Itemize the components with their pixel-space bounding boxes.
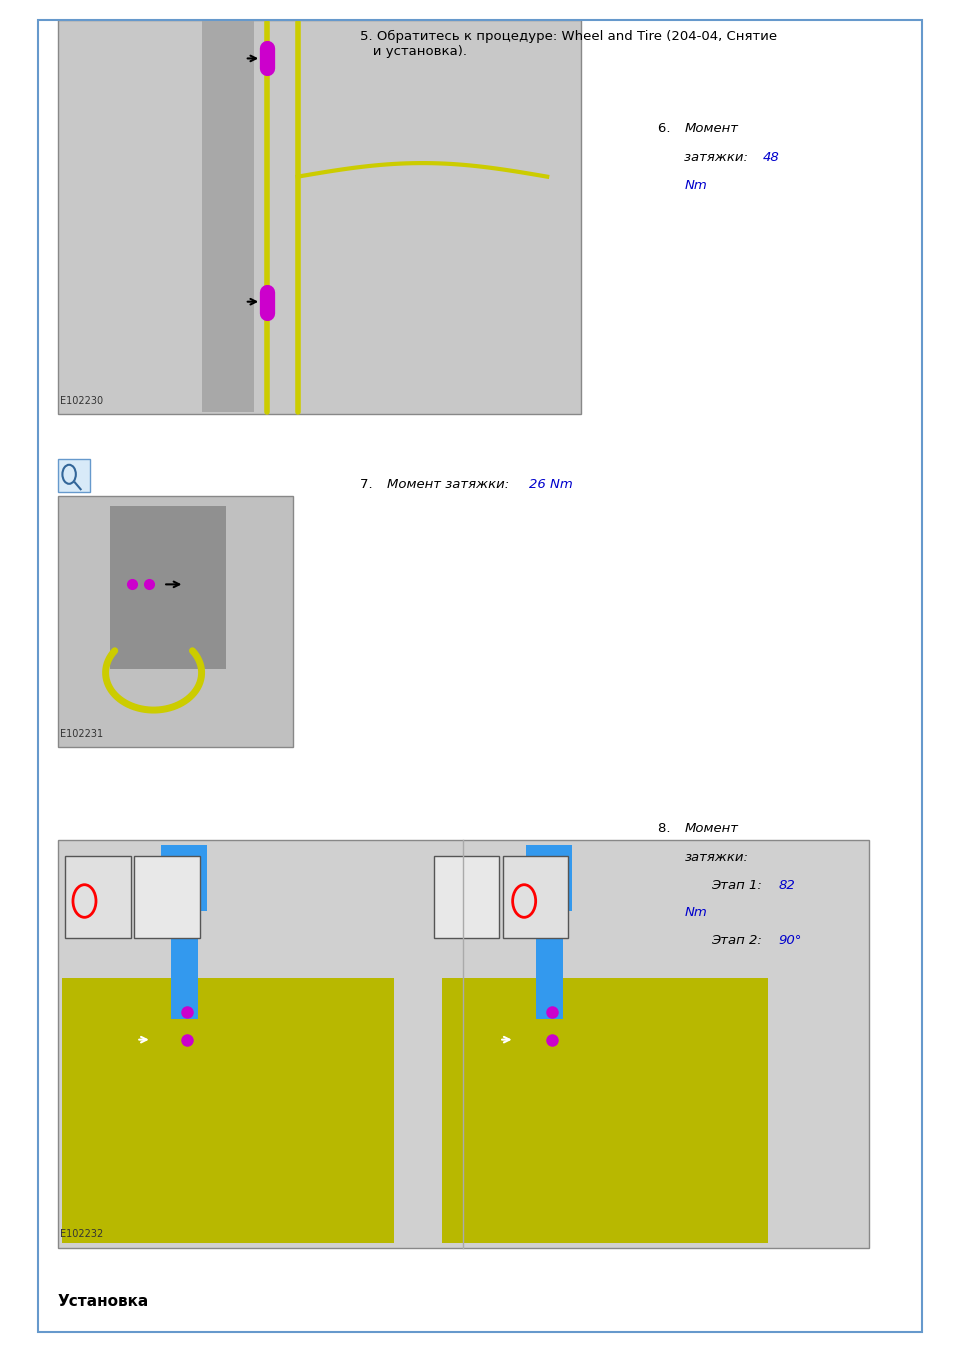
Text: Момент: Момент <box>684 122 738 136</box>
FancyBboxPatch shape <box>58 459 90 492</box>
FancyBboxPatch shape <box>503 856 568 938</box>
Text: 26 Nm: 26 Nm <box>529 478 573 492</box>
Text: Nm: Nm <box>684 179 708 193</box>
Text: 7.: 7. <box>360 478 377 492</box>
Text: затяжки:: затяжки: <box>684 851 749 864</box>
FancyBboxPatch shape <box>65 856 131 938</box>
FancyBboxPatch shape <box>110 506 226 669</box>
Text: E102232: E102232 <box>60 1230 104 1239</box>
FancyBboxPatch shape <box>58 496 293 747</box>
FancyBboxPatch shape <box>434 856 499 938</box>
Text: Этап 1:: Этап 1: <box>711 879 762 893</box>
Text: E102230: E102230 <box>60 397 104 406</box>
FancyBboxPatch shape <box>58 20 581 414</box>
FancyBboxPatch shape <box>526 845 572 911</box>
Text: Nm: Nm <box>684 906 708 920</box>
Text: 82: 82 <box>779 879 795 893</box>
Text: Установка: Установка <box>58 1294 149 1309</box>
Text: 6.: 6. <box>658 122 674 136</box>
Text: E102231: E102231 <box>60 730 104 739</box>
Text: Этап 2:: Этап 2: <box>711 934 762 947</box>
FancyBboxPatch shape <box>62 978 394 1243</box>
Text: 8.: 8. <box>658 822 674 836</box>
FancyBboxPatch shape <box>134 856 200 938</box>
FancyBboxPatch shape <box>536 849 563 1019</box>
Text: 48: 48 <box>763 151 780 164</box>
FancyBboxPatch shape <box>442 978 768 1243</box>
FancyBboxPatch shape <box>58 840 869 1248</box>
Text: Момент: Момент <box>684 822 738 836</box>
Text: 5. Обратитесь к процедуре: Wheel and Tire (204-04, Снятие
   и установка).: 5. Обратитесь к процедуре: Wheel and Tir… <box>360 30 778 58</box>
Text: Момент затяжки:: Момент затяжки: <box>387 478 514 492</box>
FancyBboxPatch shape <box>161 845 207 911</box>
FancyBboxPatch shape <box>171 849 198 1019</box>
Text: затяжки:: затяжки: <box>684 151 753 164</box>
Text: 90°: 90° <box>779 934 802 947</box>
FancyBboxPatch shape <box>202 20 254 412</box>
